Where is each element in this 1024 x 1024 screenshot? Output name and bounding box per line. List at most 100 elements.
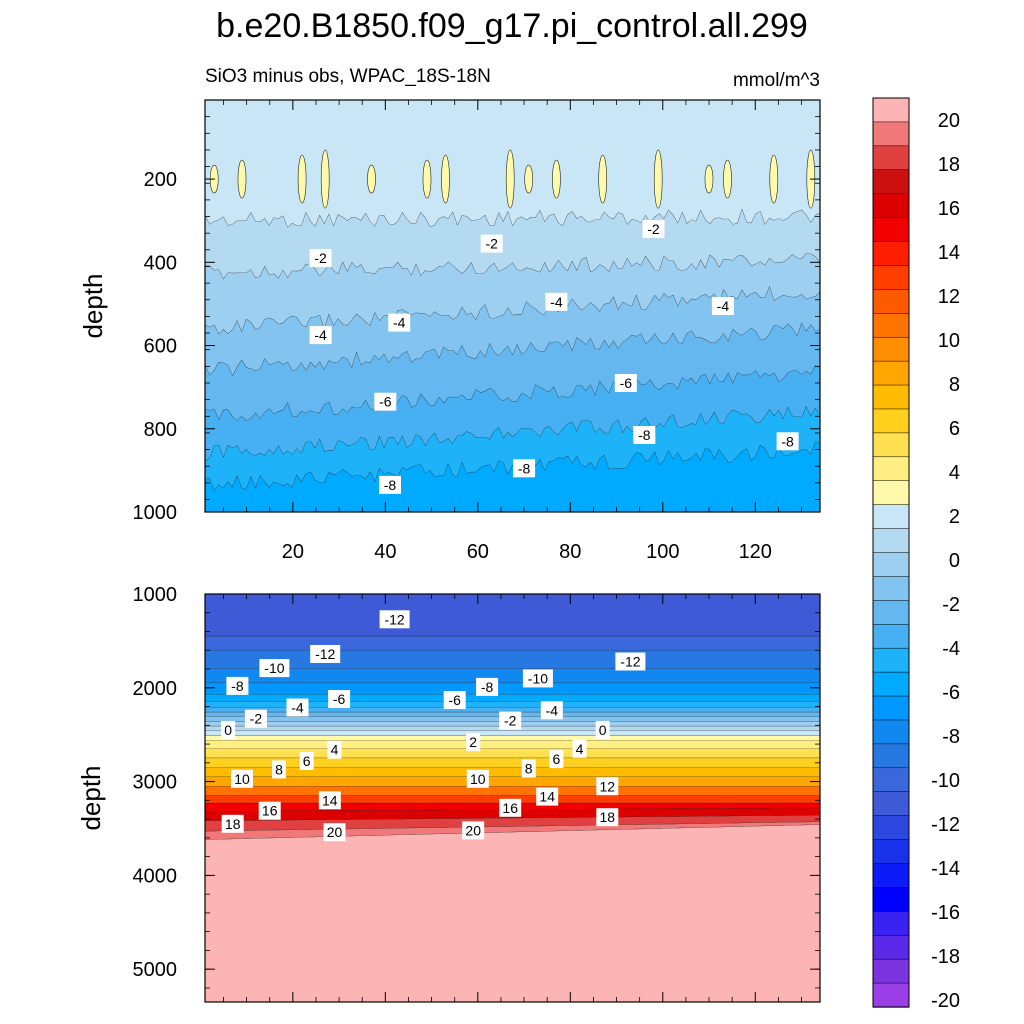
contour-label-text: 6 (553, 751, 561, 767)
contour-label-text: -2 (485, 236, 498, 252)
colorbar-label: -20 (931, 990, 960, 1012)
contour-label-text: 0 (224, 722, 232, 738)
contour-label-box (226, 676, 249, 695)
field-band (205, 323, 820, 421)
contour-label-box (776, 432, 799, 451)
upper-panel-field (205, 100, 820, 512)
colorbar-segment (872, 719, 910, 745)
contour-label-box (466, 769, 489, 788)
contour-label-box (615, 652, 646, 671)
y-tick-label: 2000 (133, 678, 178, 700)
colorbar: 20181614121086420-2-4-6-8-10-12-14-16-18… (872, 97, 960, 1012)
positive-patch (524, 164, 534, 194)
colorbar-segment (872, 97, 910, 123)
contour-label: 6 (549, 750, 564, 769)
lower-panel: -12-12 -12-10-10-8 -8-6 -6-4 -4-2 -20 04 426 68 8… (76, 584, 821, 1003)
colorbar-segment (872, 791, 910, 817)
field-band (205, 253, 820, 335)
contour-label-text: 14 (539, 789, 555, 805)
contour-label-box (309, 326, 332, 345)
colorbar-label: -4 (942, 638, 960, 660)
y-tick-label: 200 (144, 169, 177, 191)
contour-label-box (536, 787, 559, 806)
colorbar-segment (872, 360, 910, 386)
contour-label-text: -10 (528, 670, 548, 686)
contour-label: 2 (466, 733, 481, 752)
contour-label: -4 (711, 297, 734, 315)
contour-label: 10 (466, 769, 489, 788)
upper-panel: -2 -2 -2 -4 -4 -4 -4 -6 -6 -8 -8 -8 -8 200 400 600 800 1… (78, 99, 821, 563)
colorbar-segment (872, 767, 910, 793)
contour-label-box (596, 777, 619, 796)
contour-label-box (286, 698, 309, 717)
contour-label-text: 6 (303, 753, 311, 769)
field-band (205, 406, 820, 491)
colorbar-label: 16 (938, 198, 960, 220)
colorbar-label: 20 (938, 110, 960, 132)
contour-label: 4 (572, 739, 587, 758)
contour-label-text: -4 (550, 294, 563, 310)
contour-label-text: 18 (225, 816, 241, 832)
contour-label-text: 20 (327, 824, 343, 840)
contour-label-text: 16 (262, 803, 278, 819)
colorbar-segment (872, 121, 910, 147)
contour-label-text: -12 (620, 654, 640, 670)
colorbar-segment (872, 982, 910, 1008)
field-band (205, 758, 820, 768)
field-band (205, 748, 820, 759)
contour-label-text: -4 (291, 700, 304, 716)
upper-panel-frame (204, 99, 821, 513)
contour-label: 18 (221, 814, 244, 833)
contour-label: 8 (272, 760, 286, 779)
contour-label-text: 12 (600, 778, 616, 794)
colorbar-label: 6 (949, 418, 960, 440)
contour-label-box (221, 721, 236, 739)
field-band (205, 707, 820, 713)
contour-label-box (328, 690, 351, 708)
contour-label: -2 (244, 709, 267, 728)
contour-label-box (310, 645, 341, 663)
contour-label-box (711, 297, 734, 315)
colorbar-segment (872, 911, 910, 936)
positive-patch (653, 149, 663, 209)
field-band (205, 442, 820, 512)
contour-label: 14 (318, 791, 341, 810)
y-tick-label: 3000 (133, 772, 178, 794)
contour-label-text: -2 (314, 250, 327, 266)
colorbar-segment (872, 289, 910, 314)
contour-label: 14 (536, 787, 559, 806)
contour-label-box (462, 821, 485, 840)
contour-label: -8 (379, 475, 401, 494)
contour-label: 16 (499, 798, 522, 817)
field-band (205, 694, 820, 702)
lower-panel-contour-labels: -12-12 -12-10-10-8 -8-6 -6-4 -4-2 -20 04 426 68 8… (221, 610, 646, 842)
x-tick-label: 60 (467, 541, 489, 563)
contour-label-text: -8 (384, 477, 397, 493)
contour-label-box (572, 739, 587, 758)
contour-label-box (540, 701, 563, 720)
colorbar-label: -18 (931, 946, 960, 968)
contour-label-box (258, 801, 281, 820)
upper-panel-axes: 200 400 600 800 1000 20 40 60 80 100 120 (133, 99, 820, 563)
positive-patch (297, 154, 307, 204)
contour-label: -12 (379, 610, 410, 629)
colorbar-segment (872, 647, 910, 673)
field-band (205, 824, 820, 1002)
contour-label-box (299, 752, 314, 770)
colorbar-segment (872, 600, 910, 625)
colorbar-segment (872, 839, 910, 865)
chart-subtitle-left: SiO3 minus obs, WPAC_18S-18N (205, 66, 491, 87)
contour-label: -4 (540, 701, 563, 720)
y-tick-label: 5000 (133, 959, 178, 981)
contour-label-box (327, 740, 342, 759)
colorbar-label: 10 (938, 330, 960, 352)
colorbar-segment (872, 743, 910, 769)
field-band (205, 669, 820, 684)
colorbar-label: -14 (931, 858, 960, 880)
x-tick-label: 100 (646, 541, 679, 563)
colorbar-segment (872, 193, 910, 219)
contour-label-text: -12 (384, 611, 404, 627)
contour-label-box (595, 721, 610, 739)
contour-label-text: -8 (781, 433, 794, 449)
contour-label: -8 (513, 459, 536, 478)
